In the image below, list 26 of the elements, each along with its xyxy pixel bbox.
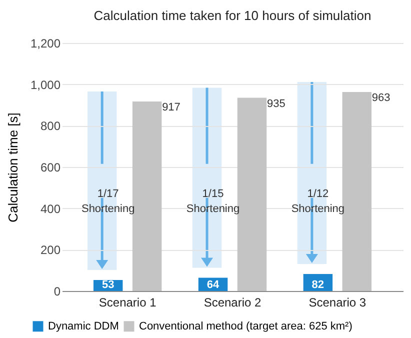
data-label: 82	[312, 279, 324, 291]
y-tick-label: 200	[40, 243, 61, 258]
bar	[132, 101, 162, 291]
chart-title: Calculation time taken for 10 hours of simulation	[94, 8, 372, 23]
x-tick-label: Scenario 1	[98, 296, 157, 310]
legend-label: Conventional method (target area: 625 km²)	[139, 320, 352, 332]
x-tick-label: Scenario 3	[308, 296, 366, 310]
y-tick-label: 1,200	[30, 36, 61, 50]
data-label: 53	[102, 279, 114, 291]
y-tick-label: 600	[40, 160, 61, 174]
data-label: 917	[162, 101, 180, 114]
x-tick-label: Scenario 2	[204, 296, 262, 310]
data-label: 935	[266, 98, 286, 110]
y-axis-title: Calculation time [s]	[5, 112, 20, 222]
data-label: 64	[206, 279, 220, 291]
annotation: 1/15 Shortening	[186, 188, 240, 215]
y-tick-label: 1,000	[30, 78, 61, 92]
legend-label: Dynamic DDM	[48, 320, 119, 332]
y-tick-label: 0	[54, 284, 61, 298]
y-tick-label: 400	[40, 202, 61, 216]
data-label: 963	[372, 92, 390, 104]
annotation: 1/17 Shortening	[81, 188, 135, 215]
annotation: 1/12 Shortening	[291, 188, 345, 215]
y-tick-label: 800	[40, 119, 61, 134]
bar	[237, 98, 267, 291]
bar	[342, 92, 372, 291]
